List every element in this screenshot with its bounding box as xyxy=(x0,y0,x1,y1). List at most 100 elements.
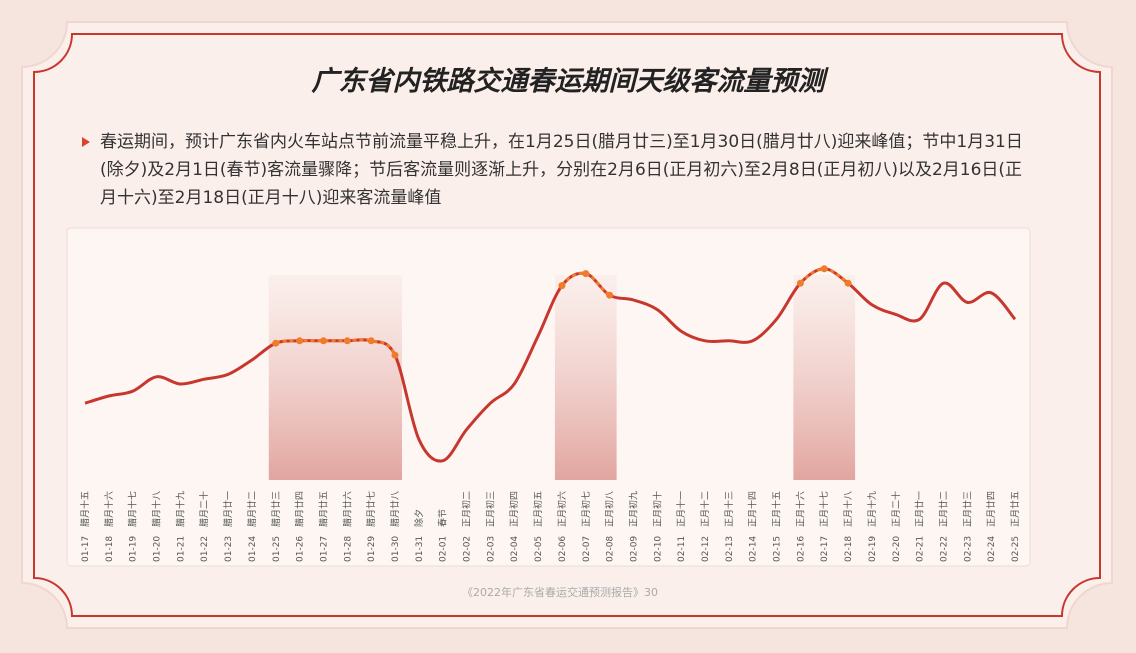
highlight-point xyxy=(558,282,566,290)
highlight-band xyxy=(268,275,402,480)
highlight-point xyxy=(319,337,327,345)
x-lunar-label: 腊月廿八 xyxy=(389,491,401,527)
x-lunar-label: 正月廿四 xyxy=(985,491,997,527)
x-tick-label: 01-21 xyxy=(176,536,186,562)
plot: 01-17 腊月十五 01-18 腊月十六 01-19 腊月十七 01-20 腊月十八 01-2… xyxy=(79,265,1021,562)
x-tick-label: 02-01 xyxy=(439,536,449,562)
x-tick-label: 02-16 xyxy=(796,536,806,562)
x-lunar-label: 正月廿一 xyxy=(914,491,926,527)
x-tick-label: 02-13 xyxy=(725,536,735,562)
line xyxy=(84,267,1017,463)
x-lunar-label: 腊月十九 xyxy=(174,491,186,527)
x-lunar-label: 正月初六 xyxy=(556,491,568,527)
x-tick-label: 01-25 xyxy=(272,536,282,562)
x-tick-label: 01-28 xyxy=(343,536,353,562)
x-lunar-label: 腊月十五 xyxy=(79,491,91,527)
x-tick-label: 01-29 xyxy=(367,536,377,562)
highlight-band xyxy=(554,275,617,480)
highlight-point xyxy=(367,337,375,345)
x-lunar-label: 腊月廿七 xyxy=(365,491,377,527)
x-tick-label: 02-11 xyxy=(677,536,687,562)
x-lunar-label: 除夕 xyxy=(413,509,425,527)
x-tick-label: 02-19 xyxy=(868,536,878,562)
x-tick-label: 01-22 xyxy=(200,536,210,562)
x-tick-label: 02-06 xyxy=(558,536,568,562)
highlight-point xyxy=(606,291,614,299)
x-lunar-label: 正月廿五 xyxy=(1009,491,1021,527)
x-tick-label: 02-04 xyxy=(510,536,520,562)
x-tick-label: 01-17 xyxy=(81,536,91,562)
x-lunar-label: 腊月十八 xyxy=(151,491,163,527)
x-lunar-label: 正月初十 xyxy=(651,491,663,527)
description: 春运期间，预计广东省内火车站点节前流量平稳上升，在1月25日(腊月廿三)至1月3… xyxy=(100,132,1023,208)
highlight-point xyxy=(272,339,280,347)
x-tick-label: 02-05 xyxy=(534,536,544,562)
x-tick-label: 02-14 xyxy=(749,536,759,562)
x-lunar-label: 春节 xyxy=(437,509,449,527)
x-lunar-label: 正月十七 xyxy=(818,491,830,527)
x-tick-label: 02-03 xyxy=(486,536,496,562)
x-lunar-label: 腊月廿三 xyxy=(270,491,282,527)
x-tick-label: 01-18 xyxy=(105,536,115,562)
x-lunar-label: 正月初九 xyxy=(627,491,639,527)
x-lunar-label: 正月二十 xyxy=(890,491,902,527)
x-lunar-label: 正月十二 xyxy=(699,491,711,527)
x-tick-label: 02-24 xyxy=(987,536,997,562)
x-lunar-label: 正月初五 xyxy=(532,491,544,527)
highlight-point xyxy=(844,279,852,287)
x-tick-label: 01-23 xyxy=(224,536,234,562)
x-tick-label: 01-30 xyxy=(391,536,401,562)
title: 广东省内铁路交通春运期间天级客流量预测 xyxy=(312,66,830,97)
x-lunar-label: 正月初七 xyxy=(580,491,592,527)
x-lunar-label: 腊月十七 xyxy=(127,491,139,527)
card-border xyxy=(33,33,1101,617)
x-tick-label: 02-09 xyxy=(629,536,639,562)
x-tick-label: 01-20 xyxy=(153,536,163,562)
x-lunar-label: 正月廿二 xyxy=(937,491,949,527)
x-lunar-label: 正月初四 xyxy=(508,491,520,527)
x-lunar-label: 腊月二十 xyxy=(198,491,210,527)
highlight-point xyxy=(820,265,828,273)
x-lunar-label: 正月十五 xyxy=(771,491,783,527)
x-lunar-label: 正月十四 xyxy=(747,491,759,527)
x-tick-label: 02-23 xyxy=(963,536,973,562)
x-tick-label: 01-27 xyxy=(319,536,329,562)
x-tick-label: 02-25 xyxy=(1011,536,1021,562)
x-lunar-label: 正月十八 xyxy=(842,491,854,527)
x-lunar-label: 正月廿三 xyxy=(961,491,973,527)
x-lunar-label: 腊月廿一 xyxy=(222,491,234,527)
footer: 《2022年广东省春运交通预测报告》30 xyxy=(462,585,658,599)
x-tick-label: 02-07 xyxy=(582,536,592,562)
x-lunar-label: 正月初三 xyxy=(484,491,496,527)
x-lunar-label: 腊月廿四 xyxy=(294,491,306,527)
x-lunar-label: 正月初八 xyxy=(604,491,616,527)
highlight-band xyxy=(793,275,856,480)
highlight-point xyxy=(796,279,804,287)
x-tick-label: 02-15 xyxy=(773,536,783,562)
plot-panel xyxy=(66,227,1031,567)
x-tick-label: 01-26 xyxy=(296,536,306,562)
x-lunar-label: 腊月廿六 xyxy=(341,491,353,527)
x-tick-label: 02-18 xyxy=(844,536,854,562)
x-lunar-label: 腊月廿五 xyxy=(317,491,329,527)
x-tick-label: 02-08 xyxy=(606,536,616,562)
x-lunar-label: 正月十三 xyxy=(723,491,735,527)
highlight-point xyxy=(582,270,590,278)
x-tick-label: 02-20 xyxy=(892,536,902,562)
highlight-point xyxy=(391,351,399,359)
x-tick-label: 02-21 xyxy=(916,536,926,562)
x-tick-label: 02-10 xyxy=(653,536,663,562)
x-tick-label: 01-19 xyxy=(129,536,139,562)
x-tick-label: 01-31 xyxy=(415,536,425,562)
x-tick-label: 01-24 xyxy=(248,536,258,562)
x-lunar-label: 腊月廿二 xyxy=(246,491,258,527)
x-lunar-label: 正月十九 xyxy=(866,491,878,527)
x-tick-label: 02-22 xyxy=(939,536,949,562)
x-tick-label: 02-17 xyxy=(820,536,830,562)
x-lunar-label: 正月十六 xyxy=(794,491,806,527)
x-tick-label: 02-12 xyxy=(701,536,711,562)
bullet xyxy=(82,137,90,147)
x-lunar-label: 正月初二 xyxy=(461,491,473,527)
